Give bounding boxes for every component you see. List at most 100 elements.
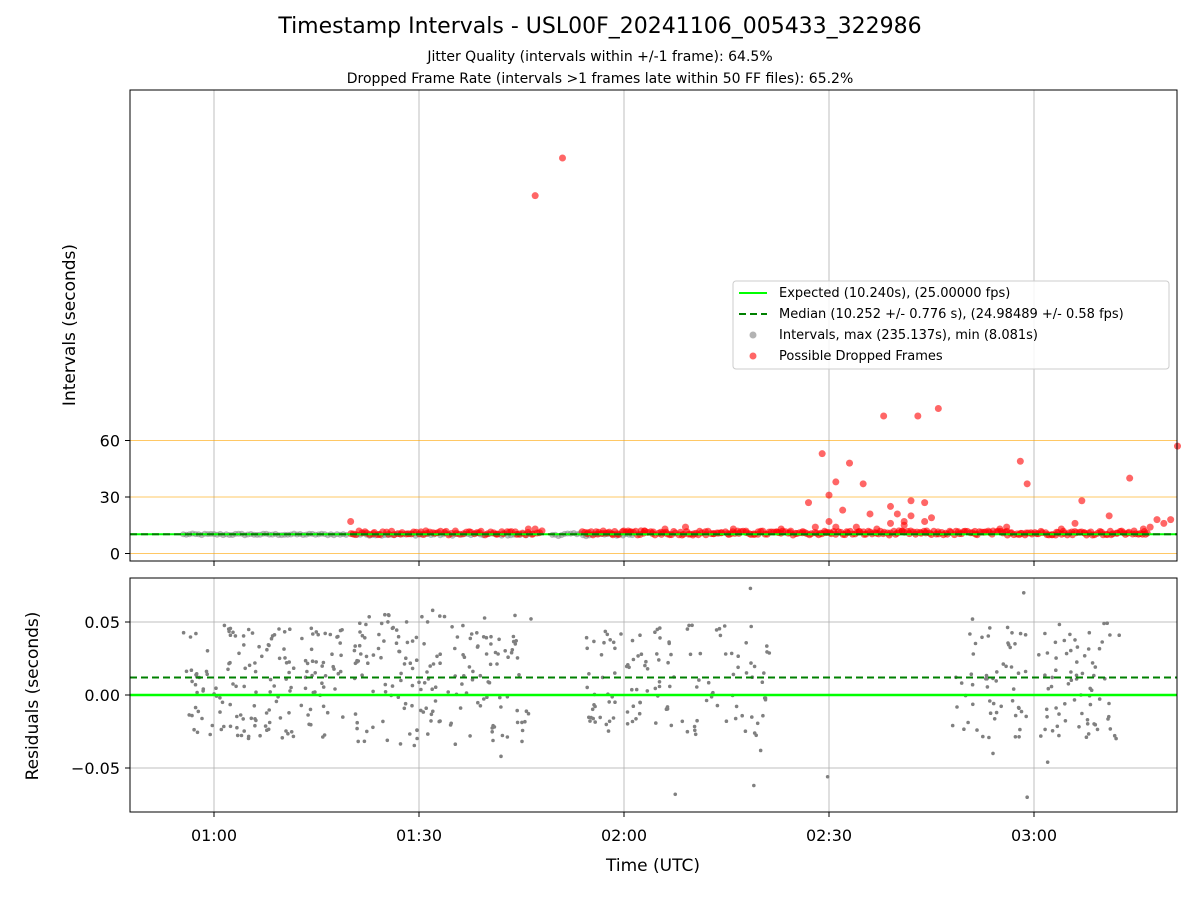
residual-point: [287, 711, 291, 715]
residual-point: [1017, 706, 1021, 710]
residual-point: [667, 641, 671, 646]
residual-point: [364, 654, 369, 659]
residual-point: [269, 636, 274, 641]
residual-point: [611, 640, 616, 645]
residual-point: [1072, 698, 1077, 702]
residual-point: [1054, 706, 1058, 710]
residual-point: [362, 739, 367, 744]
residual-point: [253, 669, 258, 674]
residual-point: [193, 682, 198, 687]
residual-point: [666, 660, 670, 665]
residual-point: [461, 623, 465, 628]
residual-point: [669, 723, 674, 728]
residual-point: [377, 632, 381, 637]
residual-point: [415, 736, 419, 741]
residual-point: [410, 703, 414, 708]
residual-point: [438, 661, 442, 665]
residual-point: [196, 709, 201, 714]
residual-point: [277, 627, 281, 631]
residual-point: [313, 671, 318, 675]
y-tick-label: 0: [110, 545, 120, 564]
residual-point: [1074, 673, 1079, 678]
y-tick-label: 0.05: [84, 613, 120, 632]
residual-point: [1054, 668, 1058, 672]
dropped-frame-point: [1023, 480, 1031, 488]
residual-point: [657, 684, 662, 689]
residual-point: [289, 730, 294, 734]
residual-point: [1024, 714, 1028, 719]
residual-point: [752, 783, 756, 788]
residual-point: [988, 699, 992, 703]
residual-point: [637, 711, 642, 716]
residual-point: [603, 629, 608, 634]
residual-point: [655, 652, 659, 656]
residual-point: [760, 680, 765, 684]
residual-point: [1073, 638, 1077, 642]
residual-point: [359, 652, 363, 656]
residual-point: [1025, 795, 1029, 799]
residual-point: [1090, 661, 1095, 665]
residual-point: [752, 731, 757, 735]
dropped-frame-point: [928, 514, 935, 522]
residual-point: [450, 625, 454, 629]
chart-title: Timestamp Intervals - USL00F_20241106_00…: [278, 14, 922, 39]
residual-point: [300, 636, 304, 641]
residual-point: [470, 677, 475, 682]
residual-point: [717, 626, 722, 631]
dropped-frame-point: [531, 525, 539, 533]
residual-point: [289, 685, 293, 690]
residual-point: [497, 637, 501, 642]
residual-point: [405, 640, 410, 645]
residual-point: [415, 728, 419, 733]
residual-point: [460, 682, 464, 686]
dropped-frame-point: [907, 512, 915, 520]
residual-point: [299, 703, 304, 708]
residual-point: [453, 742, 458, 746]
residual-point: [1039, 734, 1043, 738]
residual-point: [505, 735, 510, 739]
dropped-frame-point: [1003, 523, 1011, 531]
residual-point: [403, 701, 408, 706]
residual-point: [435, 654, 439, 659]
residual-point: [1057, 712, 1061, 716]
residual-point: [252, 704, 257, 708]
residual-point: [658, 636, 662, 640]
residual-point: [396, 695, 401, 699]
residual-point: [181, 630, 186, 635]
residuals-axes: −0.05 0.00 0.05 01:00 01:30 02:00 02:30 03:00: [71, 577, 1178, 845]
legend-box: [732, 280, 1170, 370]
residual-point: [613, 700, 617, 704]
residual-point: [752, 664, 757, 669]
residual-point: [688, 652, 693, 657]
residual-point: [184, 669, 189, 674]
residual-point: [425, 670, 429, 674]
residual-point: [488, 662, 493, 667]
residual-point: [189, 668, 194, 672]
residual-point: [404, 620, 409, 624]
residual-point: [430, 608, 435, 613]
dropped-frame-point: [873, 525, 881, 533]
threshold-lines: [130, 440, 1177, 554]
residual-point: [429, 712, 434, 717]
residual-point: [422, 642, 426, 646]
residual-point: [668, 684, 672, 689]
residual-point: [638, 633, 642, 637]
residual-point: [462, 655, 467, 659]
residual-point: [250, 631, 255, 635]
residual-point: [386, 620, 390, 624]
residual-point: [1055, 724, 1060, 729]
residual-point: [190, 713, 194, 718]
residual-point: [218, 710, 222, 714]
residual-point: [228, 702, 232, 707]
residual-point: [1114, 736, 1118, 741]
dropped-frame-point: [1078, 497, 1086, 505]
residual-point: [192, 727, 196, 732]
residual-point: [1013, 713, 1018, 718]
residual-point: [433, 685, 438, 689]
residual-point: [1010, 699, 1015, 703]
dropped-frame-point: [818, 450, 826, 458]
residual-point: [1037, 653, 1041, 657]
residual-point: [246, 627, 251, 632]
residual-point: [718, 633, 723, 638]
residual-point: [520, 720, 524, 725]
